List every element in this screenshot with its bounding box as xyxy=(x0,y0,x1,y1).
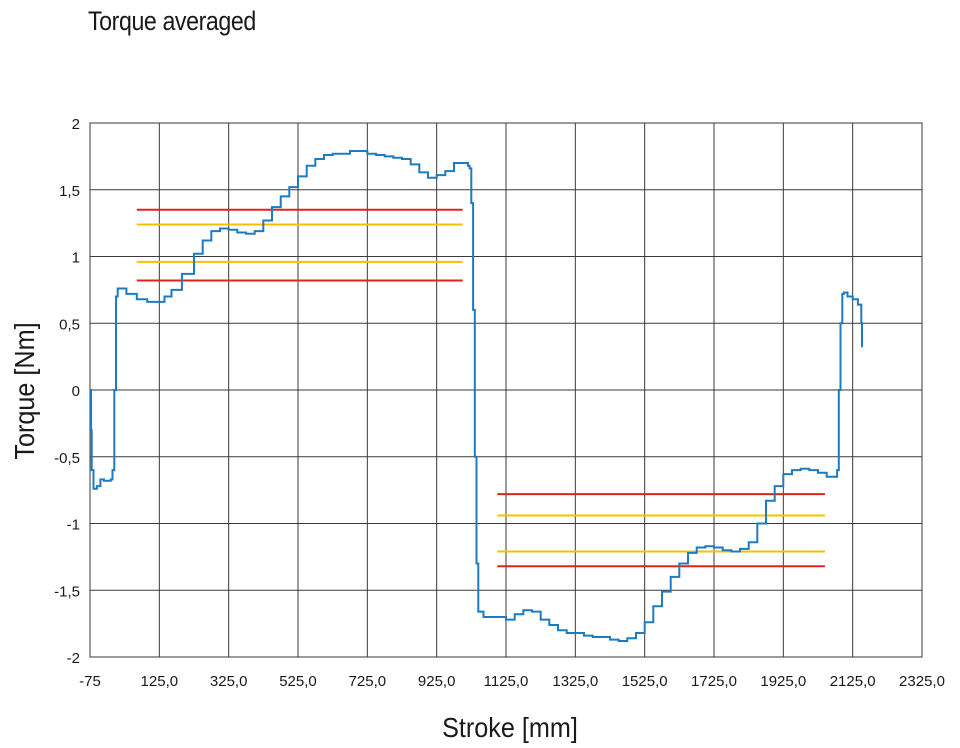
x-tick-label: 2325,0 xyxy=(899,673,945,690)
x-tick-label: 1725,0 xyxy=(691,673,737,690)
x-tick-label: 125,0 xyxy=(141,673,179,690)
x-tick-label: 925,0 xyxy=(418,673,456,690)
grid xyxy=(89,122,923,658)
y-tick-label: 2 xyxy=(72,116,80,133)
y-tick-labels: 2 1,5 1 0,5 0 -0,5 -1 -1,5 -2 xyxy=(54,116,80,667)
limit-lines xyxy=(136,208,825,568)
y-tick-label: -1 xyxy=(67,517,80,534)
y-tick-label: -0,5 xyxy=(54,450,80,467)
y-tick-label: 1,5 xyxy=(59,183,80,200)
x-tick-label: 325,0 xyxy=(210,673,248,690)
y-tick-label: 1 xyxy=(72,250,80,267)
x-tick-labels: -75 125,0 325,0 525,0 725,0 925,0 1125,0 1325,0… xyxy=(79,673,945,690)
x-tick-label: 1125,0 xyxy=(484,673,529,690)
x-tick-label: 1925,0 xyxy=(760,673,806,690)
y-axis-label: Torque [Nm] xyxy=(9,322,41,459)
x-tick-label: 1325,0 xyxy=(552,673,598,690)
x-tick-label: 1525,0 xyxy=(622,673,668,690)
x-axis-label: Stroke [mm] xyxy=(442,712,578,744)
y-tick-label: 0 xyxy=(72,383,80,400)
chart-title: Torque averaged xyxy=(88,6,256,36)
x-tick-label: 725,0 xyxy=(349,673,387,690)
x-tick-label: 525,0 xyxy=(279,673,317,690)
y-tick-label: -1,5 xyxy=(54,583,80,600)
y-tick-label: -2 xyxy=(67,650,80,667)
x-tick-label: -75 xyxy=(79,673,101,690)
series-layer xyxy=(90,150,863,642)
y-tick-label: 0,5 xyxy=(59,316,80,333)
series-line-0 xyxy=(90,150,863,642)
x-tick-label: 2125,0 xyxy=(830,673,876,690)
